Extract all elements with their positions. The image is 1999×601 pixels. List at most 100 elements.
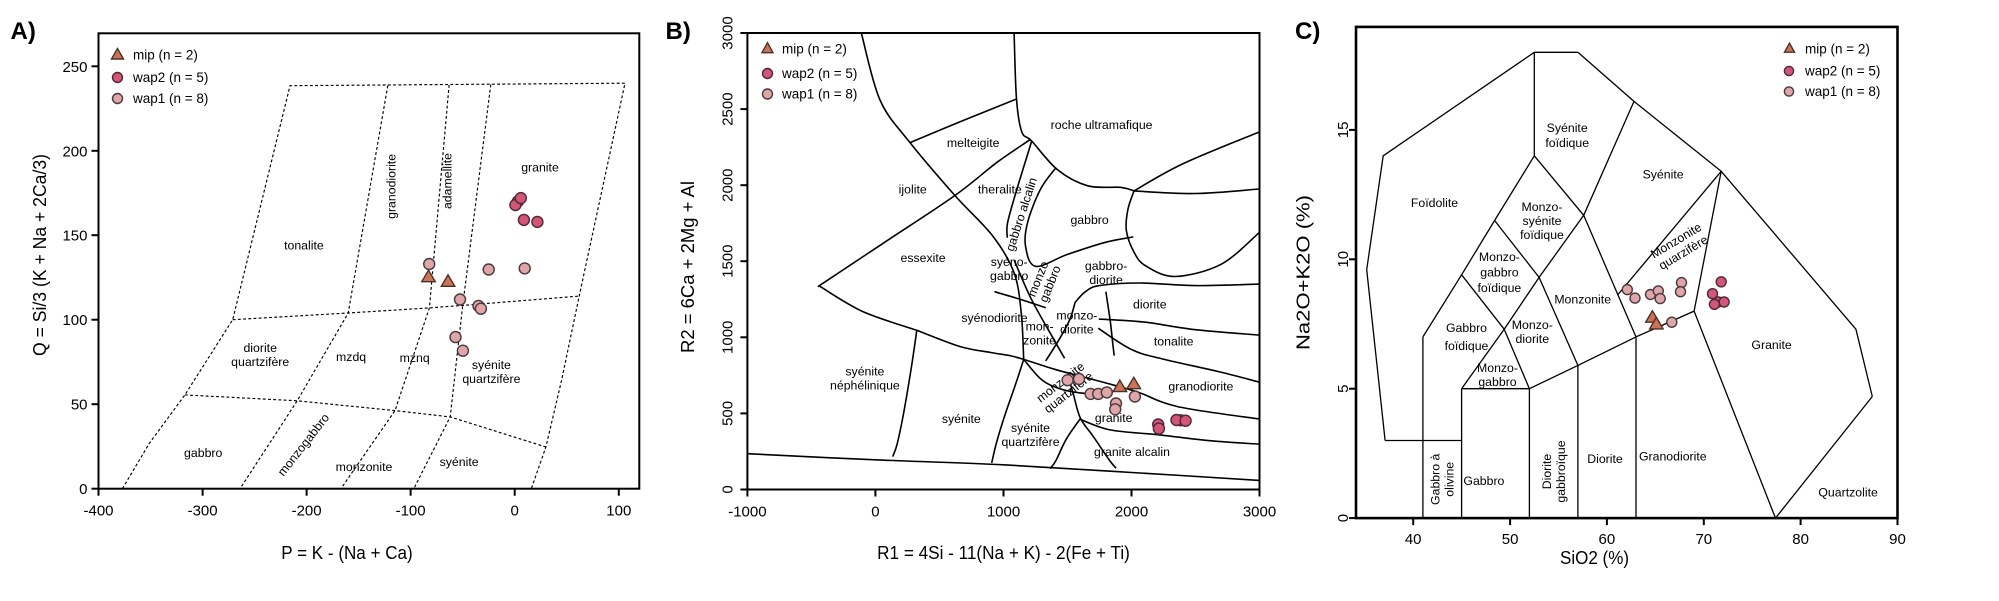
svg-text:tonalite: tonalite bbox=[284, 239, 324, 253]
svg-text:diorite: diorite bbox=[1133, 298, 1167, 312]
svg-text:Monzo-: Monzo- bbox=[1477, 361, 1518, 375]
svg-text:1500: 1500 bbox=[719, 245, 736, 278]
svg-text:diorite: diorite bbox=[243, 341, 277, 355]
svg-text:syénite: syénite bbox=[845, 365, 884, 379]
svg-text:wap1 (n = 8): wap1 (n = 8) bbox=[1804, 83, 1880, 99]
svg-text:syénite: syénite bbox=[942, 412, 981, 426]
svg-text:3000: 3000 bbox=[1243, 504, 1276, 521]
svg-text:2000: 2000 bbox=[1115, 504, 1148, 521]
svg-text:foïdique: foïdique bbox=[1545, 136, 1589, 150]
svg-text:2000: 2000 bbox=[719, 169, 736, 202]
svg-text:-1000: -1000 bbox=[728, 504, 766, 521]
svg-text:gabbro: gabbro bbox=[1480, 266, 1518, 280]
svg-text:-400: -400 bbox=[83, 503, 113, 520]
svg-text:néphélinique: néphélinique bbox=[830, 379, 900, 393]
svg-text:50: 50 bbox=[71, 397, 88, 414]
svg-text:60: 60 bbox=[1599, 531, 1616, 548]
svg-text:diorite: diorite bbox=[1060, 322, 1094, 336]
svg-text:theralite: theralite bbox=[978, 183, 1022, 197]
svg-text:syénite: syénite bbox=[472, 358, 511, 372]
svg-text:melteigite: melteigite bbox=[947, 136, 1000, 150]
svg-text:olivine: olivine bbox=[1443, 462, 1457, 497]
svg-text:syénite: syénite bbox=[1523, 214, 1562, 228]
svg-text:Monzo-: Monzo- bbox=[1521, 200, 1562, 214]
svg-text:Foïdolite: Foïdolite bbox=[1411, 196, 1458, 210]
svg-text:granite: granite bbox=[1095, 411, 1133, 425]
svg-text:mip (n = 2): mip (n = 2) bbox=[1805, 40, 1870, 56]
svg-text:1000: 1000 bbox=[987, 504, 1020, 521]
svg-text:-200: -200 bbox=[292, 503, 322, 520]
svg-text:foïdique: foïdique bbox=[1445, 339, 1489, 353]
svg-text:15: 15 bbox=[1335, 122, 1352, 139]
svg-text:Gabbro: Gabbro bbox=[1446, 321, 1487, 335]
svg-text:R1 = 4Si - 11(Na + K) - 2(Fe +: R1 = 4Si - 11(Na + K) - 2(Fe + Ti) bbox=[877, 542, 1130, 563]
svg-text:Na2O+K2O (%): Na2O+K2O (%) bbox=[1293, 195, 1314, 350]
svg-text:mznq: mznq bbox=[400, 351, 430, 365]
svg-text:ijolite: ijolite bbox=[899, 183, 927, 197]
svg-text:gabbro: gabbro bbox=[990, 269, 1028, 283]
svg-text:mip (n = 2): mip (n = 2) bbox=[133, 47, 198, 63]
svg-text:SiO2 (%): SiO2 (%) bbox=[1560, 547, 1629, 568]
svg-text:0: 0 bbox=[79, 481, 87, 498]
svg-text:-300: -300 bbox=[188, 503, 218, 520]
svg-text:syénite: syénite bbox=[440, 455, 479, 469]
svg-text:essexite: essexite bbox=[901, 251, 946, 265]
svg-text:monzonite: monzonite bbox=[336, 460, 393, 474]
svg-text:0: 0 bbox=[871, 504, 879, 521]
svg-text:80: 80 bbox=[1792, 531, 1809, 548]
svg-text:monzo-: monzo- bbox=[1056, 308, 1097, 322]
svg-text:2500: 2500 bbox=[719, 92, 736, 125]
svg-text:3000: 3000 bbox=[719, 16, 736, 49]
svg-text:tonalite: tonalite bbox=[1154, 335, 1194, 349]
svg-text:C): C) bbox=[1295, 18, 1320, 45]
svg-text:5: 5 bbox=[1335, 385, 1352, 393]
svg-text:100: 100 bbox=[62, 312, 87, 329]
svg-text:quartzifère: quartzifère bbox=[462, 372, 520, 386]
svg-text:Granite: Granite bbox=[1751, 338, 1791, 352]
svg-text:90: 90 bbox=[1889, 531, 1906, 548]
svg-text:wap1 (n = 8): wap1 (n = 8) bbox=[132, 90, 208, 106]
svg-text:B): B) bbox=[666, 18, 691, 45]
svg-text:adamellite: adamellite bbox=[441, 153, 455, 209]
svg-text:500: 500 bbox=[719, 401, 736, 426]
svg-text:40: 40 bbox=[1405, 531, 1422, 548]
svg-text:Q = Si/3 (K + Na + 2Ca/3): Q = Si/3 (K + Na + 2Ca/3) bbox=[29, 154, 50, 356]
svg-text:R2 = 6Ca + 2Mg + Al: R2 = 6Ca + 2Mg + Al bbox=[677, 181, 698, 353]
svg-text:70: 70 bbox=[1695, 531, 1712, 548]
svg-text:150: 150 bbox=[62, 228, 87, 245]
svg-text:diorite: diorite bbox=[1089, 273, 1123, 287]
svg-text:Diorite: Diorite bbox=[1587, 452, 1623, 466]
svg-text:granite: granite bbox=[521, 161, 559, 175]
svg-text:Monzonite: Monzonite bbox=[1554, 292, 1611, 306]
svg-text:0: 0 bbox=[719, 485, 736, 493]
svg-text:P = K - (Na + Ca): P = K - (Na + Ca) bbox=[281, 542, 412, 563]
svg-text:syénite: syénite bbox=[1011, 421, 1050, 435]
svg-text:granodiorite: granodiorite bbox=[1168, 379, 1233, 393]
svg-text:100: 100 bbox=[606, 503, 631, 520]
svg-text:10: 10 bbox=[1335, 251, 1352, 268]
svg-text:mon-: mon- bbox=[1026, 320, 1054, 334]
svg-text:wap2 (n = 5): wap2 (n = 5) bbox=[1804, 63, 1880, 79]
svg-text:zonite: zonite bbox=[1023, 334, 1056, 348]
svg-text:granite alcalin: granite alcalin bbox=[1094, 445, 1170, 459]
svg-text:Syénite: Syénite bbox=[1547, 121, 1588, 135]
svg-text:Gabbro: Gabbro bbox=[1463, 474, 1504, 488]
svg-text:50: 50 bbox=[1502, 531, 1519, 548]
svg-text:gabbro-: gabbro- bbox=[1085, 259, 1127, 273]
svg-text:1000: 1000 bbox=[719, 321, 736, 354]
svg-text:granodiorite: granodiorite bbox=[384, 154, 398, 219]
svg-text:mip (n = 2): mip (n = 2) bbox=[782, 40, 847, 56]
svg-text:gabbro: gabbro bbox=[1478, 375, 1516, 389]
svg-text:quartzifère: quartzifère bbox=[231, 355, 289, 369]
svg-text:mzdq: mzdq bbox=[336, 350, 366, 364]
svg-text:syénodiorite: syénodiorite bbox=[961, 311, 1027, 325]
svg-text:Diorite: Diorite bbox=[1540, 454, 1554, 490]
svg-text:0: 0 bbox=[511, 503, 519, 520]
svg-text:roche ultramafique: roche ultramafique bbox=[1051, 118, 1153, 132]
svg-text:Monzo-: Monzo- bbox=[1512, 318, 1553, 332]
svg-text:200: 200 bbox=[62, 143, 87, 160]
svg-text:syéno-: syéno- bbox=[991, 255, 1028, 269]
svg-text:Granodiorite: Granodiorite bbox=[1639, 450, 1707, 464]
svg-text:gabbro: gabbro bbox=[184, 446, 222, 460]
svg-text:250: 250 bbox=[62, 59, 87, 76]
